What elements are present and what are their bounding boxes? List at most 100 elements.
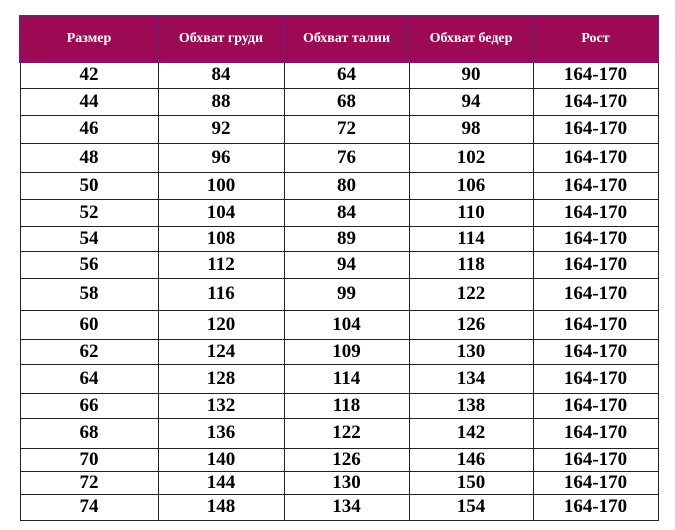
table-cell: 92: [157, 114, 285, 144]
table-cell: 134: [283, 493, 410, 521]
table-cell: 56: [19, 250, 159, 279]
table-cell: 164-170: [532, 250, 659, 279]
table-cell: 116: [157, 277, 285, 311]
table-row: 70 140 126 146 164-170: [19, 447, 659, 472]
table-cell: 164-170: [532, 198, 659, 227]
table-row: 60 120 104 126 164-170: [19, 309, 659, 340]
table-cell: 58: [19, 277, 159, 311]
table-cell: 164-170: [532, 171, 659, 200]
table-cell: 130: [408, 338, 534, 365]
table-cell: 136: [157, 417, 285, 449]
table-cell: 150: [408, 470, 534, 495]
table-cell: 60: [19, 309, 159, 340]
table-cell: 164-170: [532, 493, 659, 521]
table-row: 44 88 68 94 164-170: [19, 87, 659, 116]
table-row: 48 96 76 102 164-170: [19, 142, 659, 173]
table-cell: 62: [19, 338, 159, 365]
table-cell: 84: [157, 61, 285, 89]
table-cell: 164-170: [532, 277, 659, 311]
table-cell: 164-170: [532, 225, 659, 252]
table-cell: 164-170: [532, 87, 659, 116]
table-cell: 88: [157, 87, 285, 116]
table-cell: 66: [19, 392, 159, 419]
table-cell: 140: [157, 447, 285, 472]
table-row: 64 128 114 134 164-170: [19, 363, 659, 394]
table-cell: 130: [283, 470, 410, 495]
table-cell: 122: [408, 277, 534, 311]
table-cell: 164-170: [532, 470, 659, 495]
table-row: 72 144 130 150 164-170: [19, 470, 659, 495]
table-cell: 52: [19, 198, 159, 227]
table-cell: 99: [283, 277, 410, 311]
table-cell: 122: [283, 417, 410, 449]
table-cell: 94: [408, 87, 534, 116]
table-row: 66 132 118 138 164-170: [19, 392, 659, 419]
table-row: 54 108 89 114 164-170: [19, 225, 659, 252]
table-cell: 112: [157, 250, 285, 279]
table-cell: 90: [408, 61, 534, 89]
table-cell: 164-170: [532, 309, 659, 340]
table-cell: 104: [283, 309, 410, 340]
table-cell: 154: [408, 493, 534, 521]
table-cell: 132: [157, 392, 285, 419]
table-row: 52 104 84 110 164-170: [19, 198, 659, 227]
table-row: 74 148 134 154 164-170: [19, 493, 659, 521]
table-row: 42 84 64 90 164-170: [19, 61, 659, 89]
table-cell: 74: [19, 493, 159, 521]
table-cell: 118: [408, 250, 534, 279]
table-cell: 164-170: [532, 363, 659, 394]
table-cell: 142: [408, 417, 534, 449]
size-table: Размер Обхват груди Обхват талии Обхват бед…: [19, 15, 659, 521]
table-cell: 164-170: [532, 338, 659, 365]
table-cell: 98: [408, 114, 534, 144]
table-cell: 89: [283, 225, 410, 252]
column-header: Обхват бедер: [408, 15, 534, 63]
table-row: 50 100 80 106 164-170: [19, 171, 659, 200]
column-header: Размер: [19, 15, 159, 63]
table-cell: 44: [19, 87, 159, 116]
column-header: Обхват талии: [283, 15, 410, 63]
table-cell: 120: [157, 309, 285, 340]
table-cell: 124: [157, 338, 285, 365]
table-cell: 118: [283, 392, 410, 419]
table-cell: 48: [19, 142, 159, 173]
table-cell: 72: [283, 114, 410, 144]
table-cell: 80: [283, 171, 410, 200]
table-cell: 76: [283, 142, 410, 173]
table-cell: 94: [283, 250, 410, 279]
table-cell: 106: [408, 171, 534, 200]
table-cell: 148: [157, 493, 285, 521]
table-cell: 42: [19, 61, 159, 89]
table-cell: 102: [408, 142, 534, 173]
table-cell: 114: [283, 363, 410, 394]
table-cell: 138: [408, 392, 534, 419]
table-cell: 68: [283, 87, 410, 116]
table-cell: 108: [157, 225, 285, 252]
table-cell: 164-170: [532, 61, 659, 89]
table-cell: 54: [19, 225, 159, 252]
table-cell: 110: [408, 198, 534, 227]
table-cell: 50: [19, 171, 159, 200]
table-cell: 164-170: [532, 142, 659, 173]
table-cell: 144: [157, 470, 285, 495]
table-cell: 64: [283, 61, 410, 89]
table-cell: 104: [157, 198, 285, 227]
table-cell: 126: [283, 447, 410, 472]
table-row: 56 112 94 118 164-170: [19, 250, 659, 279]
table-cell: 126: [408, 309, 534, 340]
table-cell: 64: [19, 363, 159, 394]
table-cell: 164-170: [532, 392, 659, 419]
table-cell: 134: [408, 363, 534, 394]
table-cell: 100: [157, 171, 285, 200]
table-cell: 68: [19, 417, 159, 449]
table-row: 58 116 99 122 164-170: [19, 277, 659, 311]
table-cell: 114: [408, 225, 534, 252]
column-header: Обхват груди: [157, 15, 285, 63]
table-row: 46 92 72 98 164-170: [19, 114, 659, 144]
column-header: Рост: [532, 15, 659, 63]
table-row: 62 124 109 130 164-170: [19, 338, 659, 365]
header-row: Размер Обхват груди Обхват талии Обхват бед…: [19, 15, 659, 63]
table-cell: 84: [283, 198, 410, 227]
table-cell: 109: [283, 338, 410, 365]
table-cell: 164-170: [532, 114, 659, 144]
